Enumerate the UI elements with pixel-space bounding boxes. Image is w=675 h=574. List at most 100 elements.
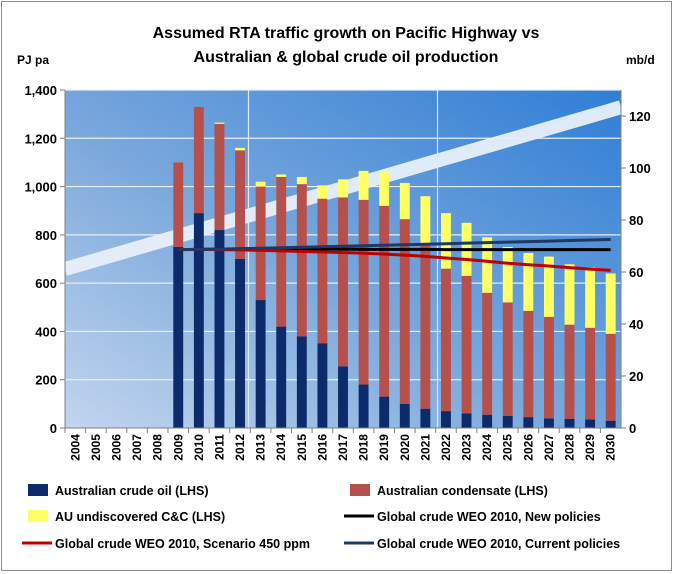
bar-condensate-2030 bbox=[605, 333, 616, 421]
bar-crude-2025 bbox=[502, 415, 513, 428]
bar-undiscovered-2027 bbox=[543, 256, 554, 317]
bar-condensate-2021 bbox=[420, 244, 431, 409]
y-right-tick-label: 20 bbox=[629, 369, 643, 384]
x-tick-label-2005: 2005 bbox=[89, 434, 103, 461]
legend-swatch bbox=[350, 484, 370, 496]
bar-crude-2015 bbox=[296, 336, 307, 428]
bar-undiscovered-2025 bbox=[502, 246, 513, 303]
legend-item: Australian condensate (LHS) bbox=[350, 484, 548, 498]
bar-undiscovered-2016 bbox=[317, 185, 328, 199]
bar-crude-2021 bbox=[420, 408, 431, 428]
bar-undiscovered-2030 bbox=[605, 273, 616, 334]
x-tick-label-2026: 2026 bbox=[521, 434, 535, 461]
bar-condensate-2018 bbox=[358, 199, 369, 385]
bar-crude-2014 bbox=[276, 326, 287, 428]
legend-label: Global crude WEO 2010, Current policies bbox=[377, 537, 620, 551]
legend-label: Global crude WEO 2010, New policies bbox=[377, 510, 601, 524]
x-tick-label-2006: 2006 bbox=[109, 434, 123, 461]
bar-undiscovered-2024 bbox=[482, 237, 493, 293]
bar-crude-2019 bbox=[379, 396, 390, 428]
x-tick-label-2012: 2012 bbox=[233, 434, 247, 461]
legend-item: AU undiscovered C&C (LHS) bbox=[28, 510, 225, 524]
y-left-tick-label: 1,400 bbox=[24, 83, 57, 98]
bar-crude-2018 bbox=[358, 384, 369, 428]
bar-undiscovered-2019 bbox=[379, 172, 390, 206]
bar-crude-2022 bbox=[441, 411, 451, 428]
legend-swatch bbox=[28, 510, 48, 522]
y-right-tick-label: 40 bbox=[629, 317, 643, 332]
y-right-unit: mb/d bbox=[626, 53, 655, 67]
bar-crude-2017 bbox=[338, 366, 348, 428]
bar-condensate-2024 bbox=[482, 292, 493, 415]
bar-crude-2026 bbox=[523, 417, 534, 428]
x-tick-label-2021: 2021 bbox=[418, 434, 432, 461]
y-left-tick-label: 1,200 bbox=[24, 131, 57, 146]
x-tick-label-2009: 2009 bbox=[171, 434, 185, 461]
bar-condensate-2013 bbox=[255, 186, 266, 301]
x-tick-label-2018: 2018 bbox=[357, 434, 371, 461]
bar-undiscovered-2011 bbox=[214, 122, 225, 124]
bar-undiscovered-2020 bbox=[399, 182, 410, 220]
bar-crude-2010 bbox=[193, 213, 204, 428]
bar-undiscovered-2029 bbox=[585, 267, 596, 328]
bar-condensate-2029 bbox=[585, 327, 596, 420]
bar-series bbox=[173, 106, 616, 428]
legend-item: Global crude WEO 2010, Current policies bbox=[344, 537, 620, 551]
legend-item: Global crude WEO 2010, Scenario 450 ppm bbox=[22, 537, 310, 551]
x-tick-label-2014: 2014 bbox=[274, 434, 288, 461]
bar-crude-2011 bbox=[214, 230, 225, 428]
bar-crude-2020 bbox=[399, 403, 410, 428]
x-tick-label-2020: 2020 bbox=[398, 434, 412, 461]
line-series bbox=[178, 238, 611, 272]
bar-condensate-2027 bbox=[543, 316, 554, 419]
y-left-unit: PJ pa bbox=[17, 53, 49, 67]
x-tick-label-2028: 2028 bbox=[563, 434, 577, 461]
x-tick-label-2013: 2013 bbox=[254, 434, 268, 461]
bar-crude-2029 bbox=[585, 419, 596, 428]
bar-condensate-2028 bbox=[564, 324, 575, 419]
bar-condensate-2020 bbox=[399, 219, 410, 404]
bar-condensate-2012 bbox=[235, 150, 245, 259]
legend-label: Global crude WEO 2010, Scenario 450 ppm bbox=[55, 537, 310, 551]
legend-item: Australian crude oil (LHS) bbox=[28, 484, 209, 498]
x-tick-label-2019: 2019 bbox=[377, 434, 391, 461]
bar-condensate-2025 bbox=[502, 302, 513, 416]
y-left-tick-label: 800 bbox=[35, 228, 57, 243]
chart-title-line-2: Australian & global crude oil production bbox=[194, 49, 499, 66]
legend-item: Global crude WEO 2010, New policies bbox=[344, 510, 601, 524]
legend-label: Australian condensate (LHS) bbox=[377, 484, 548, 498]
x-tick-label-2027: 2027 bbox=[542, 434, 556, 461]
bar-crude-2030 bbox=[605, 420, 616, 428]
y-right-tick-label: 0 bbox=[629, 421, 636, 436]
bar-condensate-2011 bbox=[214, 123, 225, 231]
bar-crude-2028 bbox=[564, 418, 575, 428]
bar-undiscovered-2015 bbox=[296, 176, 307, 185]
y-left-tick-label: 600 bbox=[35, 276, 57, 291]
bar-condensate-2019 bbox=[379, 205, 390, 397]
x-tick-label-2015: 2015 bbox=[295, 434, 309, 461]
x-tick-label-2007: 2007 bbox=[130, 434, 144, 461]
x-tick-label-2017: 2017 bbox=[336, 434, 350, 461]
x-tick-label-2011: 2011 bbox=[212, 434, 226, 460]
x-tick-label-2004: 2004 bbox=[68, 434, 82, 461]
x-tick-label-2010: 2010 bbox=[192, 434, 206, 461]
bar-undiscovered-2014 bbox=[276, 174, 287, 177]
bar-crude-2016 bbox=[317, 343, 328, 428]
bar-condensate-2009 bbox=[173, 162, 184, 247]
bar-condensate-2022 bbox=[441, 268, 451, 412]
bar-undiscovered-2021 bbox=[420, 196, 431, 245]
x-tick-label-2008: 2008 bbox=[151, 434, 165, 461]
y-left-tick-label: 400 bbox=[35, 324, 57, 339]
bar-undiscovered-2022 bbox=[441, 213, 451, 269]
y-right-tick-label: 60 bbox=[629, 265, 643, 280]
bar-undiscovered-2013 bbox=[255, 181, 266, 187]
bar-crude-2027 bbox=[543, 418, 554, 428]
bar-condensate-2026 bbox=[523, 310, 534, 418]
y-left-tick-label: 0 bbox=[50, 421, 57, 436]
y-right-tick-label: 120 bbox=[629, 109, 651, 124]
chart-title-line-1: Assumed RTA traffic growth on Pacific Hi… bbox=[153, 25, 540, 42]
x-tick-label-2016: 2016 bbox=[315, 434, 329, 461]
bar-crude-2013 bbox=[255, 300, 266, 428]
legend-swatch bbox=[28, 484, 48, 496]
